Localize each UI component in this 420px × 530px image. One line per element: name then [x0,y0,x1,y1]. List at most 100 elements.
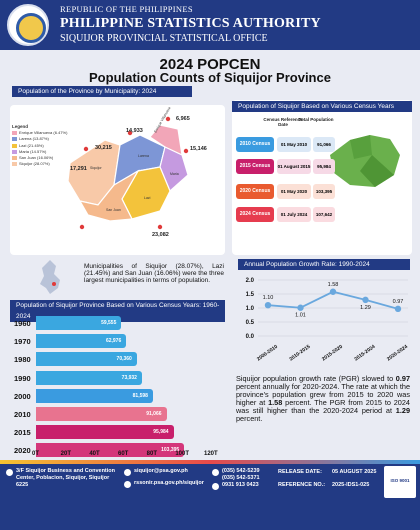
svg-text:Maria: Maria [170,172,179,176]
bar-1960: 59,555 [36,316,122,330]
siquijor-island-map [330,135,400,187]
bar-category-label: 1970 [14,337,31,347]
map-section-heading: Population of the Province by Municipali… [12,86,192,97]
legend-title: Legend [12,124,29,129]
census-row-2024: 2024 Census [236,207,274,222]
census-pop-2020: 103,395 [313,184,335,199]
legend-item: Lazi (21.45%) [12,143,67,148]
growth-data-label: 1.01 [295,313,306,319]
bar-2000: 81,598 [36,388,153,403]
bar-2020: 103,395 [36,443,185,458]
census-pop-2010: 91,066 [313,137,335,152]
legend-swatch [12,137,17,142]
legend-item: Maria (14.57%) [12,149,67,154]
map-value-enrique-villanueva: 6,965 [176,116,190,122]
line-x-tick: 2015-2024 [353,344,376,363]
growth-data-label: 1.29 [360,305,371,311]
header-republic: REPUBLIC OF THE PHILIPPINES [60,4,193,14]
header-office: SIQUIJOR PROVINCIAL STATISTICAL OFFICE [60,33,268,44]
census-col-pop: Total Population [298,117,334,122]
philippines-locator-map [40,260,60,294]
map-legend: Legend Enrique Villanueva (6.47%) Larena… [12,124,67,167]
footer-phone-2: (035) 542-5371 [222,475,260,481]
legend-item: Siquijor (28.07%) [12,161,67,166]
census-pop-2024: 107,642 [313,207,335,222]
bar-2010: 91,066 [36,407,167,421]
legend-item: San Juan (16.06%) [12,155,67,160]
census-date-2020: 01 May 2020 [277,184,311,199]
line-y-tick: 1.5 [246,292,255,298]
page-title: 2024 POPCEN [159,56,261,73]
map-value-maria: 15,146 [190,146,207,152]
reference-label: REFERENCE NO.: [278,482,326,488]
bar-category-label: 2020 [14,446,31,456]
growth-rate-line-chart: 0.0 0.5 1.0 1.5 2.0 1.10 2000-2010 1.01 2010-201… [246,278,409,363]
line-x-tick: 2020-2024 [386,344,409,363]
legend-swatch [12,155,17,160]
svg-text:Larena: Larena [138,154,149,158]
census-col-ref: Census Reference Date [263,117,303,127]
growth-point-2010-2015 [297,304,304,311]
bar-category-label: 1980 [14,355,31,365]
municipality-note: Municipalities of Siquijor (28.07%), Laz… [84,263,224,285]
bar-1970: 62,976 [36,334,127,349]
psa-seal-logo [7,4,49,46]
bar-x-tick: 80T [146,451,157,457]
census-section-heading: Population of Siquijor Based on Various … [232,101,412,112]
footer-website[interactable]: rssonir.psa.gov.ph/siquijor [134,480,204,486]
map-value-lazi: 23,082 [152,232,169,238]
legend-swatch [12,149,17,154]
map-value-san-juan: 17,291 [70,166,87,172]
map-value-siquijor: 30,215 [95,145,112,151]
growth-data-label: 1.10 [263,295,274,301]
location-icon [6,469,13,476]
census-date-2024: 01 July 2024 [277,207,311,222]
bar-2015: 95,984 [36,425,174,440]
footer-phone-1: (035) 542-5239 [222,468,260,474]
census-date-2015: 01 August 2015 [277,159,311,174]
line-x-tick: 2010-2015 [288,344,311,363]
census-date-2010: 01 May 2010 [277,137,311,152]
line-x-tick: 2015-2020 [321,344,344,363]
bar-category-label: 1960 [14,319,31,328]
census-row-2020: 2020 Census [236,184,274,199]
bar-category-label: 1990 [14,373,31,383]
census-row-2010: 2010 Census [236,137,274,152]
legend-swatch [12,131,17,136]
bar-x-tick: 60T [118,451,129,457]
footer-color-strip [0,460,420,464]
line-y-tick: 1.0 [246,306,255,312]
bar-x-tick: 20T [60,451,71,457]
svg-text:Lazi: Lazi [144,196,151,200]
growth-point-2020-2024 [394,305,402,313]
map-value-larena: 14,933 [126,128,143,134]
line-y-tick: 0.5 [246,320,255,326]
header-agency: PHILIPPINE STATISTICS AUTHORITY [60,16,321,31]
bar-1980: 70,360 [36,352,137,367]
census-pop-2015: 95,984 [313,159,335,174]
line-y-tick: 2.0 [246,278,255,284]
svg-text:San Juan: San Juan [106,208,121,212]
bar-category-label: 2000 [14,391,31,401]
legend-item: Enrique Villanueva (6.47%) [12,130,67,135]
bar-x-tick: 40T [89,451,100,457]
footer-email[interactable]: siquijor@psa.gov.ph [134,468,188,474]
map-san-juan [78,169,140,222]
legend-item: Larena (13.87%) [12,136,67,141]
growth-rate-text: Siquijor population growth rate (PGR) sl… [236,374,410,423]
bar-category-label: 2015 [14,428,31,438]
bar-x-tick: 120T [204,451,218,457]
footer-address: 3/F Siquijor Business and Convention Cen… [16,468,116,488]
iso-certification-badge: ISO 9001 [384,466,416,498]
footer-phone-3: 0931 913 0423 [222,482,259,488]
svg-text:Siquijor: Siquijor [90,166,103,170]
phone-icon [212,469,219,476]
mobile-icon [212,483,219,490]
reference-number: 2025-IDS1-025 [332,482,370,488]
web-icon [124,481,131,488]
siquijor-municipality-map: Enrique Villanueva Larena Siquijor Maria… [67,106,189,230]
growth-data-label: 1.58 [328,282,339,288]
growth-point-2015-2020 [329,288,337,295]
map-maria [159,146,189,193]
legend-swatch [12,143,17,148]
